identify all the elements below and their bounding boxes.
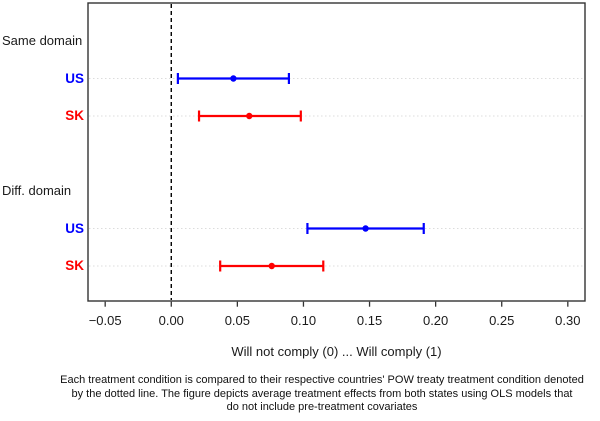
caption-line: Each treatment condition is compared to …: [60, 374, 584, 386]
figure-caption: Each treatment condition is compared to …: [44, 374, 600, 415]
x-axis-title: Will not comply (0) ... Will comply (1): [231, 344, 442, 359]
point-estimate: [246, 112, 253, 120]
y-row-label: US: [65, 70, 84, 86]
caption-line: do not include pre-treatment covariates: [226, 401, 418, 413]
y-group-label: Same domain: [2, 33, 83, 48]
x-tick-label: 0.05: [224, 313, 251, 328]
y-group-label: Diff. domain: [2, 183, 72, 198]
x-tick-label: 0.20: [422, 313, 449, 328]
x-tick-label: −0.05: [88, 313, 122, 328]
x-tick-label: 0.25: [489, 313, 515, 328]
point-estimate: [268, 262, 275, 270]
plot-box: [87, 2, 586, 302]
point-estimate: [362, 225, 369, 232]
x-tick-label: 0.15: [356, 313, 383, 328]
x-tick-label: 0.10: [290, 313, 317, 328]
caption-line: by the dotted line. The figure depicts a…: [71, 387, 573, 400]
y-row-label: US: [65, 220, 84, 236]
x-tick-label: 0.30: [555, 313, 581, 328]
y-row-label: SK: [65, 108, 84, 123]
x-tick-label: 0.00: [158, 313, 184, 328]
point-estimate: [230, 75, 237, 82]
y-row-label: SK: [65, 258, 84, 273]
